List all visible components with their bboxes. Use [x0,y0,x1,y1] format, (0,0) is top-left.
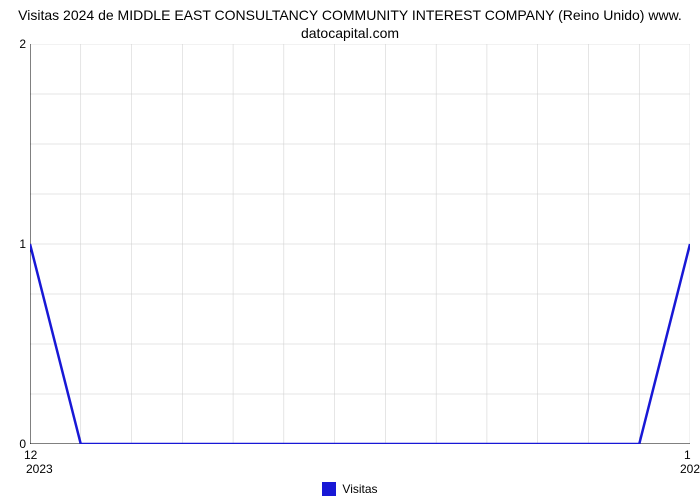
chart-title: Visitas 2024 de MIDDLE EAST CONSULTANCY … [0,0,700,42]
xtick-sub-last: 202 [680,462,700,476]
chart-title-line1: Visitas 2024 de MIDDLE EAST CONSULTANCY … [18,7,682,23]
legend-swatch [322,482,336,496]
chart-svg [30,44,690,444]
chart-title-line2: datocapital.com [301,25,399,41]
ytick-2: 2 [6,37,26,51]
xtick-last: 1 [684,448,691,462]
chart-legend: Visitas [0,481,700,496]
ytick-0: 0 [6,437,26,451]
xtick-first: 12 [24,448,37,462]
chart-plot-area: 2 1 0 12 1 2023 202 [30,44,690,444]
xtick-sub-first: 2023 [26,462,53,476]
ytick-1: 1 [6,237,26,251]
legend-label: Visitas [342,482,377,496]
